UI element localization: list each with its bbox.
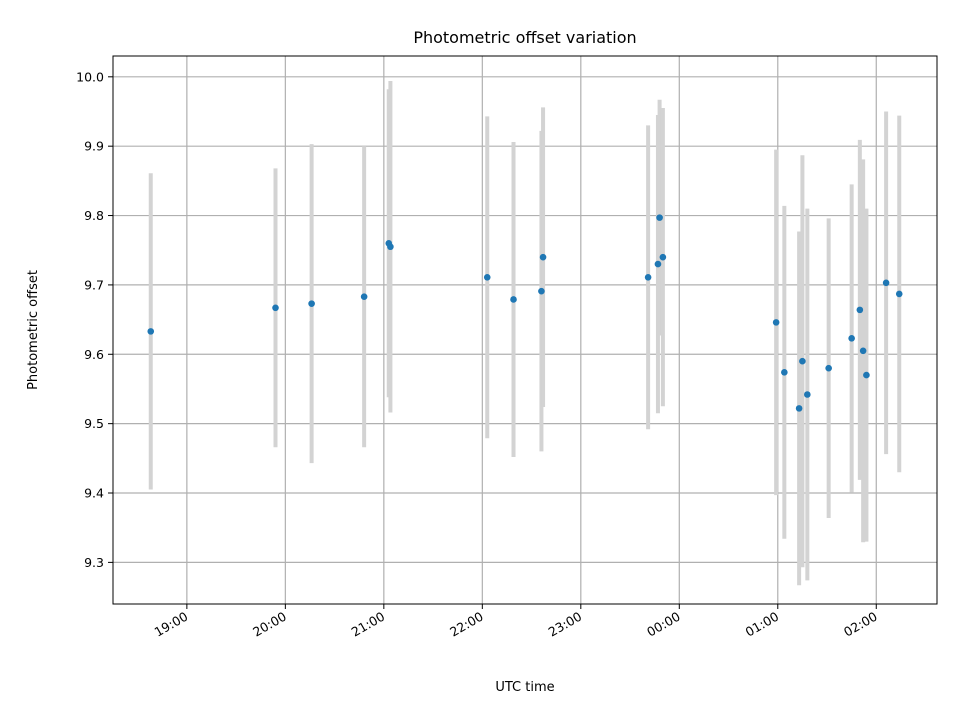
data-point bbox=[654, 260, 662, 268]
data-point bbox=[539, 253, 547, 261]
y-tick-label: 9.5 bbox=[84, 416, 104, 431]
data-point bbox=[848, 335, 855, 342]
data-point bbox=[863, 371, 870, 379]
y-tick-label: 10.0 bbox=[76, 69, 104, 84]
data-points bbox=[147, 214, 903, 412]
y-tick-label: 9.8 bbox=[84, 208, 104, 223]
data-point bbox=[308, 300, 315, 307]
data-point bbox=[859, 347, 867, 355]
data-point bbox=[659, 253, 667, 261]
data-point bbox=[272, 304, 279, 312]
data-point bbox=[825, 364, 832, 372]
data-point bbox=[799, 357, 806, 365]
y-tick-label: 9.4 bbox=[84, 486, 104, 501]
data-point bbox=[656, 214, 663, 221]
x-axis-label: UTC time bbox=[495, 680, 554, 695]
data-point bbox=[360, 293, 368, 301]
data-point bbox=[804, 391, 811, 398]
data-point bbox=[772, 319, 780, 326]
data-point bbox=[538, 287, 545, 295]
y-axis-ticks: 9.3 9.4 9.5 9.6 9.7 9.8 9.9 10.0 bbox=[76, 69, 113, 570]
y-axis-label: Photometric offset bbox=[26, 270, 41, 390]
data-point bbox=[510, 296, 517, 303]
data-point bbox=[882, 279, 890, 287]
data-point bbox=[795, 405, 803, 412]
chart-title: Photometric offset variation bbox=[413, 28, 636, 47]
y-tick-label: 9.3 bbox=[84, 555, 104, 570]
data-point bbox=[781, 369, 788, 376]
data-point bbox=[856, 306, 864, 314]
data-point bbox=[483, 273, 491, 281]
data-point bbox=[147, 328, 155, 335]
y-tick-label: 9.9 bbox=[84, 139, 104, 154]
y-tick-label: 9.7 bbox=[84, 277, 104, 292]
data-point bbox=[895, 290, 903, 298]
data-point bbox=[644, 273, 652, 281]
data-point bbox=[387, 243, 394, 251]
y-tick-label: 9.6 bbox=[84, 347, 104, 362]
plot-frame bbox=[112, 55, 938, 605]
